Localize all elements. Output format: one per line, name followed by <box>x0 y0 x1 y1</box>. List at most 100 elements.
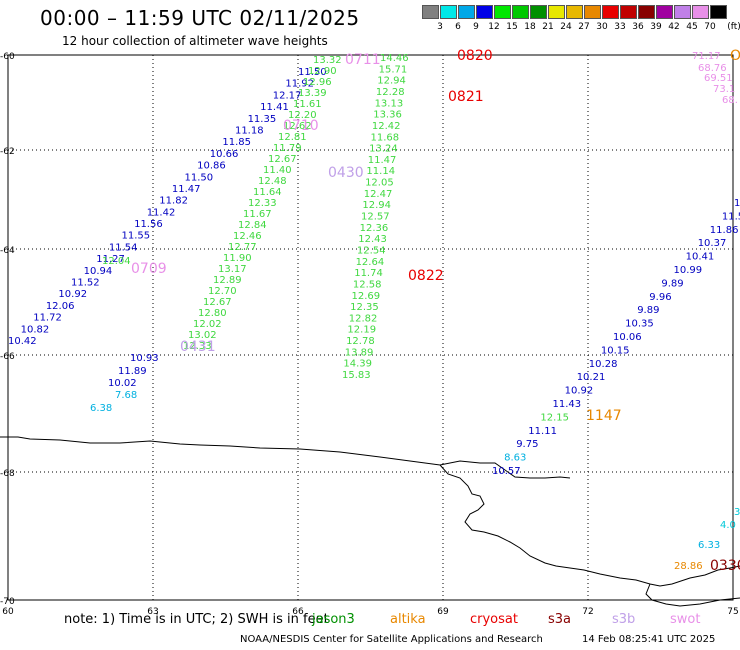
pass-time-label: 1147 <box>586 408 622 424</box>
satellite-s3a: s3a <box>548 612 572 627</box>
wave-height-value: 12.43 <box>358 234 387 245</box>
legend-label: 33 <box>614 22 626 32</box>
wave-height-value: 11.55 <box>121 231 150 242</box>
lat-tick-label: -62 <box>0 147 15 157</box>
wave-height-value: 12.46 <box>233 231 262 242</box>
legend-swatch <box>422 5 439 19</box>
legend-swatch <box>530 5 547 19</box>
wave-height-value: 11.11 <box>528 426 557 437</box>
wave-height-value: 12.89 <box>213 275 242 286</box>
pass-time-label: 0711 <box>345 52 381 68</box>
wave-height-value: 7.68 <box>115 390 137 401</box>
wave-height-value: 11.52 <box>71 278 100 289</box>
map-frame <box>7 54 734 601</box>
wave-height-value: 12.35 <box>350 302 379 313</box>
satellite-swot: swot <box>670 612 701 627</box>
wave-height-value: 10.99 <box>674 265 703 276</box>
lat-lon-grid <box>7 54 734 601</box>
generated-timestamp: 14 Feb 08:25:41 UTC 2025 <box>582 634 716 645</box>
lon-tick-label: 72 <box>582 607 593 617</box>
wave-height-value: 13.02 <box>188 330 217 341</box>
wave-height-value: 11.50 <box>298 67 327 78</box>
wave-height-value: 10.92 <box>565 386 594 397</box>
wave-height-value: 68. <box>722 95 738 106</box>
wave-height-value: 12.64 <box>356 257 385 268</box>
wave-height-value: 12.82 <box>349 313 378 324</box>
legend-label: 3 <box>437 22 443 32</box>
wave-height-value: 13.17 <box>218 264 247 275</box>
wave-height-value: 11.47 <box>368 155 397 166</box>
pass-time-label: 0820 <box>457 48 493 64</box>
wave-height-value: 11.90 <box>223 253 252 264</box>
wave-height-value: 11.42 <box>147 207 176 218</box>
wave-height-value: 12.67 <box>203 297 232 308</box>
page-subtitle: 12 hour collection of altimeter wave hei… <box>62 34 328 48</box>
wave-height-value: 12.02 <box>193 319 222 330</box>
pass-time-label: O <box>730 48 740 64</box>
wave-height-value: 13.39 <box>298 88 327 99</box>
wave-height-value: 11.57 <box>722 211 740 222</box>
pass-time-label: 0430 <box>328 165 364 181</box>
legend-swatch <box>440 5 457 19</box>
wave-height-value: 12.94 <box>362 200 391 211</box>
wave-height-value: 10.94 <box>84 266 113 277</box>
legend-swatch <box>566 5 583 19</box>
wave-height-value: 12.20 <box>288 110 317 121</box>
wave-height-value: 12.58 <box>353 279 382 290</box>
wave-height-value: 10.93 <box>130 353 159 364</box>
wave-height-value: 71.17 <box>692 51 721 62</box>
wave-height-value: 68.76 <box>698 63 727 74</box>
lat-tick-label: -68 <box>0 469 15 479</box>
satellite-jason3: jason3 <box>312 612 355 627</box>
wave-height-value: 12.67 <box>268 154 297 165</box>
wave-height-value: 13.89 <box>345 347 374 358</box>
wave-height-value: 4.0 <box>720 520 736 531</box>
lon-tick-label: 69 <box>437 607 449 617</box>
wave-height-value: 14.46 <box>380 53 409 64</box>
page-title: 00:00 – 11:59 UTC 02/11/2025 <box>40 6 360 30</box>
pass-time-labels: 0711 0710 0430 0709 0431 0820 0821 0822 1147 O 033… <box>131 48 740 574</box>
pass-time-label: 0822 <box>408 268 444 284</box>
wave-height-value: 15.71 <box>379 64 408 75</box>
wave-height-value: 11.43 <box>553 399 582 410</box>
legend-label: 42 <box>668 22 680 32</box>
wave-height-value: 11.61 <box>293 99 322 110</box>
wave-height-value: 12.90 <box>308 66 337 77</box>
satellite-altika: altika <box>390 612 426 627</box>
wave-height-value: 15.83 <box>342 370 371 381</box>
wave-height-value: 12.36 <box>360 223 389 234</box>
wave-height-value: 11.68 <box>371 132 400 143</box>
wave-height-value: 12.48 <box>258 176 287 187</box>
lat-tick-label: -64 <box>0 246 15 256</box>
legend-label: (ft) <box>727 22 740 32</box>
wave-height-value: 12.77 <box>228 242 257 253</box>
antarctic-coastline <box>0 436 740 607</box>
wave-height-value: 12.57 <box>361 212 390 223</box>
pass-time-label: 0709 <box>131 261 167 277</box>
wave-height-value: 10.37 <box>698 238 727 249</box>
legend-label: 39 <box>650 22 662 32</box>
lon-tick-label: 66 <box>292 607 304 617</box>
legend-swatch <box>584 5 601 19</box>
wave-height-value: 6.38 <box>90 403 112 414</box>
wave-height-value: 28.86 <box>674 561 703 572</box>
wave-height-value: 12.42 <box>372 121 401 132</box>
wave-height-value: 9.89 <box>661 278 683 289</box>
wave-height-value: 12.28 <box>376 87 405 98</box>
wave-height-value: 11.92 <box>285 79 314 90</box>
lat-tick-label: -60 <box>0 52 15 62</box>
wave-height-value: 10.15 <box>601 345 630 356</box>
wave-height-value: 12.04 <box>102 256 131 267</box>
legend-swatch <box>710 5 727 19</box>
legend-swatch <box>512 5 529 19</box>
wave-height-value: 12.69 <box>352 291 381 302</box>
wave-height-value: 13.36 <box>373 110 402 121</box>
wave-height-value: 12.19 <box>347 325 376 336</box>
satellite-cryosat: cryosat <box>470 612 518 627</box>
legend-label: 12 <box>488 22 500 32</box>
wave-height-value: 11.67 <box>243 209 272 220</box>
lon-tick-label: 75 <box>727 607 738 617</box>
legend-label: 24 <box>560 22 572 32</box>
wave-height-value: 11.85 <box>222 137 251 148</box>
